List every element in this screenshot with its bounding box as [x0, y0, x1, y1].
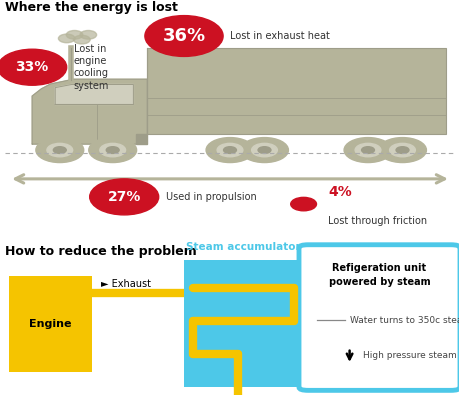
Polygon shape: [55, 85, 133, 104]
Circle shape: [240, 137, 288, 163]
Circle shape: [47, 143, 73, 157]
Circle shape: [90, 179, 158, 215]
Text: Lost in
engine
cooling
system: Lost in engine cooling system: [73, 43, 109, 91]
Text: Used in propulsion: Used in propulsion: [165, 192, 256, 202]
FancyBboxPatch shape: [184, 260, 303, 387]
Circle shape: [89, 137, 136, 163]
Text: 33%: 33%: [16, 60, 49, 74]
Circle shape: [0, 49, 67, 85]
Circle shape: [389, 143, 414, 157]
FancyBboxPatch shape: [298, 245, 459, 390]
Text: 36%: 36%: [162, 27, 205, 45]
Polygon shape: [32, 79, 147, 144]
Circle shape: [251, 143, 277, 157]
Circle shape: [217, 143, 242, 157]
Circle shape: [257, 147, 270, 153]
FancyBboxPatch shape: [9, 276, 92, 372]
Text: High pressure steam: High pressure steam: [363, 351, 456, 360]
Circle shape: [343, 137, 391, 163]
Text: 27%: 27%: [107, 190, 140, 204]
Polygon shape: [135, 134, 147, 144]
Text: How to reduce the problem: How to reduce the problem: [5, 245, 196, 258]
Circle shape: [80, 30, 96, 39]
Text: ► Exhaust: ► Exhaust: [101, 279, 151, 289]
Circle shape: [361, 147, 374, 153]
Circle shape: [100, 143, 125, 157]
Text: Steam accumulator: Steam accumulator: [186, 243, 301, 252]
Circle shape: [290, 198, 316, 211]
Circle shape: [378, 137, 425, 163]
Text: 4%: 4%: [327, 185, 351, 199]
Circle shape: [395, 147, 408, 153]
Circle shape: [66, 30, 83, 39]
Circle shape: [73, 35, 90, 44]
Text: Lost through friction: Lost through friction: [327, 216, 426, 226]
Circle shape: [206, 137, 253, 163]
Circle shape: [36, 137, 84, 163]
Text: Lost in exhaust heat: Lost in exhaust heat: [230, 31, 329, 41]
Circle shape: [106, 147, 119, 153]
Circle shape: [145, 16, 223, 56]
Circle shape: [53, 147, 66, 153]
Text: Refigeration unit
powered by steam: Refigeration unit powered by steam: [328, 263, 429, 286]
Circle shape: [58, 34, 75, 43]
Text: Water turns to 350c steam: Water turns to 350c steam: [349, 316, 459, 325]
Text: Engine: Engine: [29, 319, 72, 329]
Text: Where the energy is lost: Where the energy is lost: [5, 1, 177, 14]
Circle shape: [354, 143, 380, 157]
FancyBboxPatch shape: [147, 48, 445, 134]
Circle shape: [223, 147, 236, 153]
